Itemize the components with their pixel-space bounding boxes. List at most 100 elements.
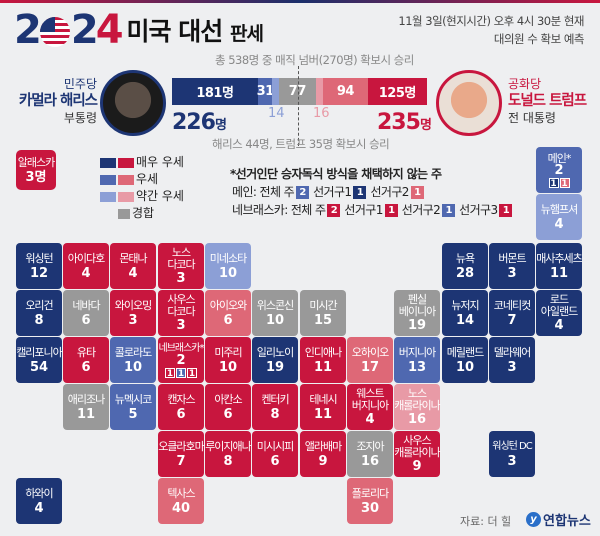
state-tile: 유타 6 [63, 337, 109, 383]
state-tile: 와이오밍 3 [110, 290, 156, 336]
state-tile: 몬태나 4 [110, 243, 156, 289]
state-tile: 버몬트 3 [489, 243, 535, 289]
electoral-votes: 3 [176, 270, 186, 286]
electoral-votes: 7 [176, 454, 186, 469]
legend-label: 매우 우세 [136, 155, 184, 169]
state-tile: 플로리다 30 [347, 478, 393, 524]
us-flag-icon [39, 17, 70, 47]
legend-swatch [100, 157, 116, 168]
state-tile: 사우스 캐롤라이나 9 [394, 431, 441, 477]
electoral-votes: 28 [455, 266, 475, 281]
state-tile: 뉴저지 14 [442, 290, 488, 336]
state-name: 아이오와 [209, 299, 247, 312]
legend-item: 우세 [100, 171, 184, 188]
vote-badge: 1 [442, 204, 456, 217]
state-name: 미네소타 [209, 252, 247, 265]
state-name: 뉴멕시코 [114, 393, 152, 406]
state-tile: 웨스트 버지니아 4 [347, 384, 393, 430]
state-name: 켄터키 [261, 393, 289, 406]
state-tile: 노스 캐롤라이나 16 [394, 384, 441, 430]
state-name: 오하이오 [351, 346, 389, 359]
as-of-note: 11월 3일(현지시간) 오후 4시 30분 현재 대의원 수 확보 예측 [398, 14, 584, 46]
state-tile: 테네시 11 [300, 384, 346, 430]
state-name: 일리노이 [256, 346, 294, 359]
source-credit: 자료: 더 힐 [460, 515, 512, 528]
electoral-votes: 15 [313, 313, 333, 328]
state-name: 몬태나 [119, 252, 147, 265]
state-tile: 하와이 4 [16, 478, 62, 524]
electoral-votes: 7 [507, 313, 517, 328]
state-tile: 캘리포니아 54 [16, 337, 63, 383]
electoral-votes: 10 [455, 360, 475, 375]
state-name: 네바다 [72, 299, 100, 312]
vote-badge: 1 [384, 204, 398, 217]
state-tile: 뉴멕시코 5 [110, 384, 156, 430]
page-title: 미국 대선 판세 [126, 17, 264, 46]
magic-number-line [298, 66, 299, 146]
state-tile: 코네티컷 7 [489, 290, 535, 336]
state-tile: 오리건 8 [16, 290, 62, 336]
state-tile: 델라웨어 3 [489, 337, 535, 383]
electoral-votes: 6 [270, 454, 280, 469]
state-name: 워싱턴 DC [492, 441, 532, 452]
state-name: 아이다호 [67, 252, 105, 265]
state-name: 뉴햄프셔 [540, 203, 578, 216]
electoral-votes: 3 [176, 317, 186, 333]
legend-swatch [118, 157, 134, 168]
state-tile: 인디애나 11 [300, 337, 346, 383]
electoral-votes: 4 [128, 266, 138, 281]
legend-item: 경합 [100, 205, 184, 222]
electoral-votes: 2 [554, 162, 564, 178]
dem-lean-count: 14 [268, 106, 285, 121]
legend-label: 경합 [132, 206, 155, 220]
electoral-votes: 6 [176, 407, 186, 422]
electoral-votes: 11 [313, 407, 333, 422]
legend-swatch [100, 174, 116, 185]
state-name: 알래스카 [17, 156, 55, 169]
legend-label: 약간 우세 [136, 189, 184, 203]
state-tile: 아이다호 4 [63, 243, 109, 289]
state-tile: 미주리 10 [205, 337, 251, 383]
electoral-votes: 6 [81, 313, 91, 328]
state-name: 미시시피 [256, 440, 294, 453]
state-tile: 애리조나 11 [63, 384, 109, 430]
state-name: 미주리 [214, 346, 242, 359]
state-name: 사우스 캐롤라이나 [394, 433, 441, 459]
electoral-votes: 3명 [25, 170, 47, 185]
legend-swatch [118, 208, 130, 219]
electoral-votes: 9 [318, 454, 328, 469]
state-tile: 네바다 6 [63, 290, 109, 336]
electoral-votes: 3 [507, 454, 517, 469]
state-name: 유타 [76, 346, 96, 359]
state-name: 메인* [547, 151, 572, 165]
electoral-votes: 30 [360, 501, 380, 516]
electoral-votes: 11 [313, 360, 333, 375]
state-name: 메릴랜드 [446, 346, 484, 359]
state-name: 미시간 [309, 299, 337, 312]
state-tile: 미네소타 10 [205, 243, 251, 289]
electoral-votes: 10 [218, 266, 238, 281]
electoral-votes: 6 [81, 360, 91, 375]
legend-label: 우세 [136, 172, 159, 186]
state-tile: 루이지애나 8 [205, 431, 252, 477]
electoral-votes: 4 [81, 266, 91, 281]
state-tile: 노스 다코다 3 [158, 243, 204, 289]
state-tile: 알래스카 3명 [16, 150, 56, 190]
electoral-votes: 6 [223, 313, 233, 328]
state-tile: 사우스 다코다 3 [158, 290, 204, 336]
state-name: 오리건 [25, 299, 53, 312]
state-name: 네브래스카* [158, 342, 205, 354]
state-name: 콜로라도 [114, 346, 152, 359]
state-tile: 미시간 15 [300, 290, 346, 336]
state-name: 조지아 [356, 440, 384, 453]
state-name: 캔자스 [167, 393, 195, 406]
electoral-votes: 5 [128, 407, 138, 422]
rep-lean-count: 16 [313, 106, 330, 121]
state-name: 뉴욕 [455, 252, 475, 265]
electoral-votes: 8 [34, 313, 44, 328]
bar-segment-rep-likely: 94 [323, 78, 368, 105]
electoral-votes: 4 [34, 501, 44, 516]
